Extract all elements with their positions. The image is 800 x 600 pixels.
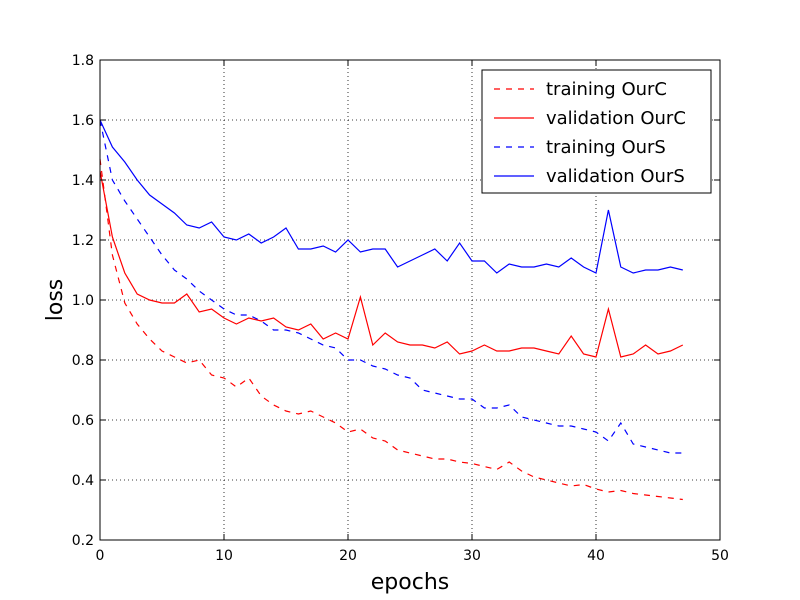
y-tick-label: 0.8 bbox=[72, 353, 94, 369]
y-tick-label: 1.8 bbox=[72, 53, 94, 69]
legend: training OurC validation OurC training Our… bbox=[481, 69, 712, 194]
legend-label: validation OurS bbox=[546, 166, 685, 187]
y-axis-label: loss bbox=[43, 279, 68, 322]
x-tick-label: 10 bbox=[215, 548, 233, 564]
legend-label: validation OurC bbox=[546, 108, 686, 129]
y-tick-label: 1.0 bbox=[72, 293, 94, 309]
y-tick-label: 1.2 bbox=[72, 233, 94, 249]
legend-box bbox=[481, 69, 712, 194]
y-tick-label: 1.4 bbox=[72, 173, 94, 189]
series-line-training-ourc bbox=[99, 158, 683, 501]
series-line-validation-ourc bbox=[99, 170, 684, 358]
x-tick-label: 30 bbox=[463, 548, 481, 564]
y-tick-label: 0.6 bbox=[72, 413, 94, 429]
x-tick-label: 20 bbox=[339, 548, 357, 564]
x-tick-label: 40 bbox=[587, 548, 605, 564]
x-axis-label: epochs bbox=[371, 570, 449, 595]
x-tick-label: 50 bbox=[711, 548, 729, 564]
series-lines bbox=[99, 119, 684, 501]
legend-label: training OurC bbox=[546, 79, 667, 100]
y-tick-label: 0.2 bbox=[72, 533, 94, 549]
y-tick-label: 1.6 bbox=[72, 113, 94, 129]
series-line-validation-ours bbox=[99, 119, 683, 274]
y-tick-label: 0.4 bbox=[72, 473, 94, 489]
series-line-training-ours bbox=[99, 119, 683, 454]
legend-label: training OurS bbox=[546, 137, 666, 158]
axis-ticks: 0 10 20 30 40 50 0.2 0.4 0.6 0.8 1.0 1.2 1.4 1.6 1.8 bbox=[72, 53, 729, 564]
x-tick-label: 0 bbox=[96, 548, 105, 564]
